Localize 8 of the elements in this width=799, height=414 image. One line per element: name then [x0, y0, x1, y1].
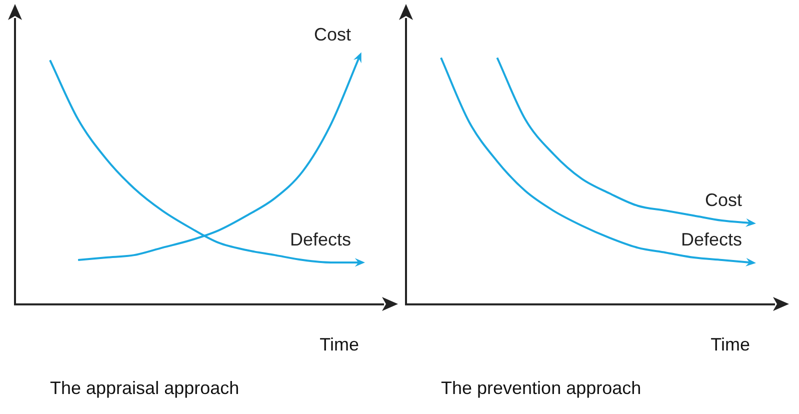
x-axis-title: Time [710, 334, 750, 355]
text: The appraisal approach [50, 378, 240, 398]
series-label: Defects [680, 229, 742, 250]
series-label: Cost [314, 24, 351, 45]
series-label: Cost [704, 190, 742, 210]
x-axis-title: Time [320, 334, 359, 355]
text: The prevention approach [441, 378, 642, 398]
series-label: Defects [290, 229, 351, 250]
